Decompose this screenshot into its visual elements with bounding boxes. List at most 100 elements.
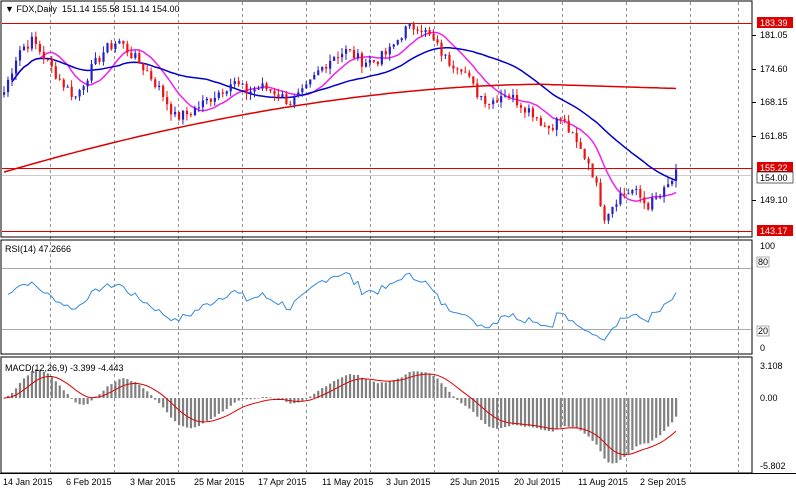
candle-body	[348, 49, 352, 51]
candle-body	[329, 60, 332, 69]
macd-bar	[460, 398, 463, 404]
time-label: 11 May 2015	[322, 477, 373, 487]
candle-body	[476, 83, 479, 98]
time-label: 25 Mar 2015	[194, 477, 245, 487]
macd-bar	[643, 398, 646, 444]
candle-body	[257, 88, 260, 90]
candle-body	[42, 51, 45, 60]
macd-bar	[404, 374, 407, 398]
macd-bar	[348, 374, 352, 398]
candle-body	[110, 43, 113, 50]
macd-bar	[22, 378, 26, 398]
macd-bar	[305, 398, 308, 399]
macd-bar	[209, 398, 212, 420]
candle-body	[404, 26, 407, 39]
macd-bar	[241, 398, 244, 399]
candle-body	[321, 66, 324, 71]
candle-body	[539, 117, 543, 126]
candle-body	[205, 98, 208, 101]
rsi-line	[7, 271, 677, 341]
macd-bar	[408, 371, 411, 398]
candle-body	[344, 49, 348, 54]
candle-body	[189, 114, 193, 116]
macd-bar	[368, 380, 372, 398]
macd-bar	[309, 396, 312, 398]
rsi-tick-0: 0	[760, 343, 765, 353]
macd-bar	[651, 398, 654, 441]
candle-body	[659, 196, 662, 198]
candle-body	[106, 43, 109, 53]
candle-body	[241, 83, 244, 85]
macd-bar	[321, 388, 324, 398]
candle-body	[380, 51, 383, 65]
rsi-tick-20: 20	[758, 326, 768, 336]
candle-body	[102, 52, 105, 62]
candle-body	[643, 197, 646, 204]
rsi-label: RSI(14) 47.2666	[5, 244, 71, 254]
macd-bar	[102, 390, 105, 398]
macd-bar	[142, 388, 145, 398]
macd-bar	[86, 398, 89, 405]
candle-body	[412, 23, 415, 30]
macd-bar	[38, 369, 41, 398]
candle-body	[221, 92, 224, 94]
candle-body	[559, 118, 562, 120]
candle-body	[492, 100, 495, 105]
macd-bar	[162, 398, 165, 408]
candle-body	[197, 107, 201, 109]
candle-body	[229, 84, 232, 92]
candle-body	[384, 51, 387, 55]
macd-bar	[325, 386, 328, 398]
macd-bar	[193, 398, 197, 428]
candle-body	[436, 39, 439, 43]
candle-body	[368, 60, 372, 63]
macd-bar	[456, 398, 459, 400]
rsi-80-badge	[756, 256, 770, 268]
candle-body	[663, 187, 666, 197]
candle-body	[245, 83, 248, 94]
price-axis: 181.05 174.60 168.15 161.85 149.10	[752, 30, 788, 205]
macd-bar	[297, 398, 300, 403]
macd-bar	[492, 398, 495, 428]
candle-body	[249, 91, 252, 94]
candle-body	[22, 46, 26, 51]
candle-body	[217, 92, 220, 98]
candle-body	[519, 105, 523, 108]
macd-bar	[130, 381, 133, 398]
macd-bar	[476, 398, 479, 417]
candle-body	[90, 63, 93, 81]
chart-header: ▼ FDX,Daily 151.14 155.58 151.14 154.00	[5, 4, 180, 14]
macd-bar	[189, 398, 193, 429]
candle-body	[86, 80, 89, 87]
macd-bar	[416, 371, 419, 398]
candle-body	[58, 78, 61, 80]
macd-bar	[217, 398, 220, 414]
macd-bar	[591, 398, 594, 441]
macd-bar	[559, 398, 562, 428]
macd-bar	[62, 390, 65, 398]
macd-bar	[500, 398, 503, 429]
macd-bar	[66, 394, 69, 398]
candle-body	[261, 83, 264, 89]
macd-bar	[277, 398, 280, 400]
macd-bar	[611, 398, 614, 464]
candle-body	[30, 36, 34, 49]
candle-body	[595, 177, 598, 183]
current-price-badge	[756, 171, 794, 184]
candle-body	[611, 206, 614, 214]
macd-bar	[452, 396, 455, 398]
candle-body	[340, 53, 344, 58]
level-label-155: 155.22	[760, 163, 788, 173]
macd-bar	[257, 398, 260, 399]
candle-body	[122, 40, 125, 44]
macd-bar	[667, 398, 670, 427]
macd-tick-bottom: -5.802	[760, 461, 786, 471]
candle-body	[337, 57, 340, 59]
time-label: 6 Feb 2015	[66, 477, 112, 487]
macd-bar	[671, 398, 674, 423]
macd-bar	[352, 374, 356, 398]
macd-bar	[253, 398, 256, 399]
candle-body	[464, 71, 467, 73]
